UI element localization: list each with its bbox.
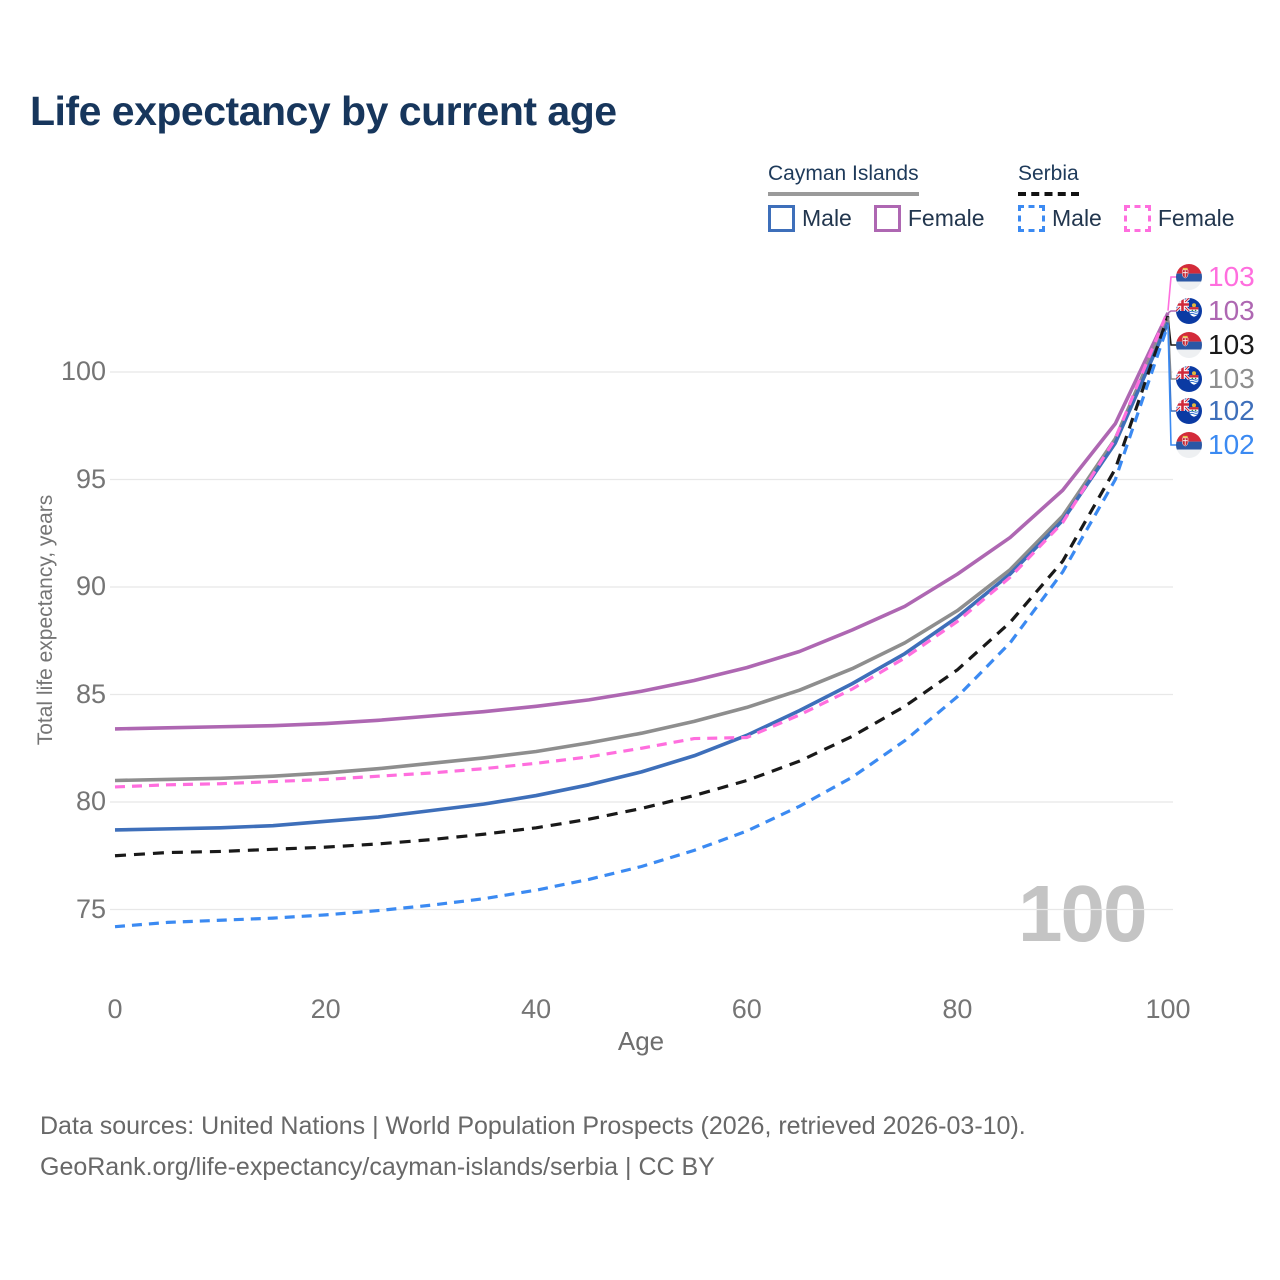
end-label-row: 102: [1176, 395, 1255, 426]
legend-items-cayman: Male Female: [768, 205, 985, 232]
end-label-value: 103: [1208, 329, 1255, 360]
serbia-flag-icon: [1176, 264, 1202, 290]
y-tick-label: 85: [75, 678, 106, 709]
end-label-row: 103: [1176, 329, 1255, 360]
serbia-flag-icon: [1176, 432, 1202, 458]
legend-item-serbia-female[interactable]: Female: [1123, 205, 1235, 232]
cayman-islands-flag-icon: [1176, 298, 1202, 324]
attribution-text: GeoRank.org/life-expectancy/cayman-islan…: [40, 1153, 715, 1181]
end-label-value: 103: [1208, 363, 1255, 394]
x-tick-label: 80: [942, 994, 973, 1024]
cayman-islands-flag-icon: [1176, 366, 1202, 392]
serbia-female-swatch-icon: [1123, 205, 1151, 232]
end-label-row: 103: [1176, 363, 1255, 394]
y-tick-label: 90: [75, 571, 106, 601]
legend-item-label: Male: [802, 205, 852, 231]
series-line-serbia-female[interactable]: [114, 310, 1170, 789]
end-label-value: 102: [1208, 429, 1255, 460]
y-tick-label: 80: [75, 786, 106, 816]
end-label-row: 103: [1176, 295, 1255, 326]
legend-item-label: Female: [1157, 205, 1235, 231]
series-line-cayman-total[interactable]: [114, 316, 1170, 783]
footer: Data sources: United Nations | World Pop…: [40, 1106, 1026, 1188]
series-line-serbia-male[interactable]: [114, 324, 1170, 929]
cayman-islands-flag-icon: [1176, 398, 1202, 424]
series-line-cayman-male[interactable]: [114, 321, 1170, 832]
current-age-watermark: 100: [1018, 869, 1147, 958]
legend-group-serbia: Serbia Male Female: [1018, 162, 1235, 232]
series-line-serbia-total[interactable]: [114, 315, 1170, 858]
legend-item-serbia-male[interactable]: Male: [1018, 205, 1102, 232]
end-label-row: 102: [1176, 429, 1255, 460]
y-tick-label: 100: [60, 356, 106, 386]
data-source-text: Data sources: United Nations | World Pop…: [40, 1112, 1026, 1140]
serbia-male-swatch-icon: [1018, 205, 1045, 232]
leader-line-cayman-female: [1167, 310, 1177, 314]
x-axis-title: Age: [617, 1026, 665, 1056]
legend-item-cayman-female[interactable]: Female: [873, 205, 985, 232]
leader-line-serbia-female: [1167, 276, 1177, 311]
legend-group-cayman-islands: Cayman Islands Male Female: [768, 162, 985, 232]
x-tick-label: 60: [731, 994, 762, 1024]
cayman-male-swatch-icon: [768, 205, 795, 232]
y-tick-label: 75: [75, 893, 106, 924]
leader-line-serbia-male: [1167, 324, 1177, 446]
end-label-row: 103: [1176, 261, 1255, 292]
y-tick-label: 95: [75, 463, 106, 494]
legend-country-serbia: Serbia: [1018, 162, 1079, 196]
x-tick-label: 0: [107, 994, 123, 1024]
x-tick-label: 20: [310, 994, 341, 1024]
legend-item-label: Female: [907, 205, 985, 231]
serbia-flag-icon: [1176, 332, 1202, 358]
x-tick-label: 100: [1145, 994, 1191, 1024]
series-line-cayman-female[interactable]: [114, 312, 1170, 731]
end-label-value: 103: [1208, 261, 1255, 292]
legend-item-cayman-male[interactable]: Male: [768, 205, 852, 232]
end-label-value: 103: [1208, 295, 1255, 326]
legend-country-cayman-islands: Cayman Islands: [768, 162, 919, 196]
legend-items-serbia: Male Female: [1018, 205, 1235, 232]
end-label-value: 102: [1208, 395, 1255, 426]
x-tick-label: 40: [521, 994, 552, 1024]
page-title: Life expectancy by current age: [30, 88, 617, 134]
cayman-female-swatch-icon: [873, 205, 901, 232]
legend-item-label: Male: [1052, 205, 1102, 231]
